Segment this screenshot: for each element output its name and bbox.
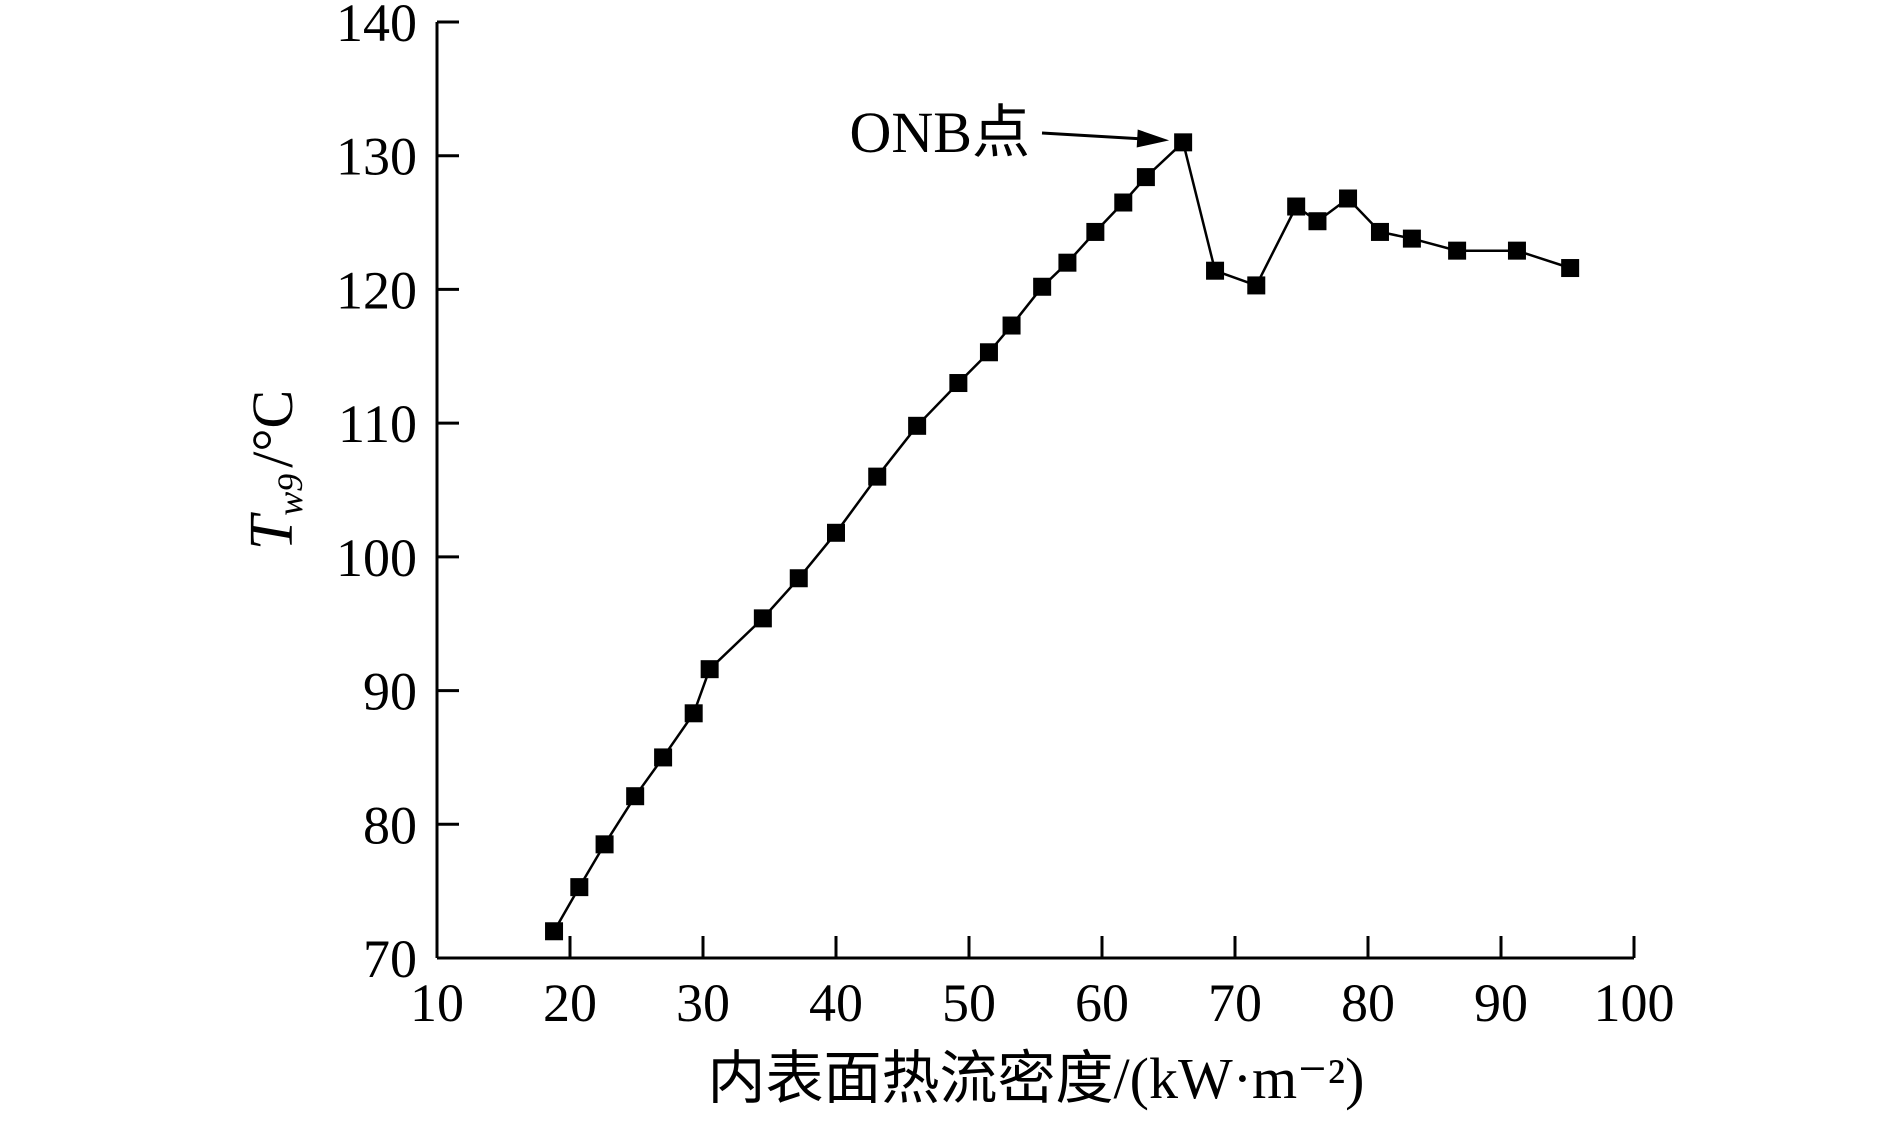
x-tick-label: 90 <box>1474 973 1528 1033</box>
data-point <box>700 660 719 679</box>
data-point <box>789 569 808 588</box>
data-point <box>1058 253 1077 272</box>
data-point <box>1247 276 1266 295</box>
x-tick-label: 60 <box>1075 973 1129 1033</box>
data-point <box>827 523 845 542</box>
data-point <box>1287 197 1306 216</box>
y-tick-label: 90 <box>363 662 417 722</box>
data-point <box>626 787 645 806</box>
x-tick-label: 70 <box>1208 973 1262 1033</box>
data-point <box>654 748 673 767</box>
data-point <box>570 878 589 897</box>
y-axis-label-subscript: w9 <box>270 474 310 516</box>
data-point <box>1136 168 1155 187</box>
x-tick-label: 80 <box>1341 973 1395 1033</box>
data-point <box>1448 241 1467 260</box>
data-point <box>1370 222 1389 241</box>
x-tick-label: 30 <box>676 973 730 1033</box>
x-tick-label: 40 <box>809 973 863 1033</box>
x-tick-label: 50 <box>942 973 996 1033</box>
data-point <box>1002 316 1021 335</box>
data-point <box>1507 241 1526 260</box>
data-point <box>908 416 927 435</box>
data-point <box>1174 133 1193 152</box>
onb-annotation-arrow <box>1041 131 1150 141</box>
y-tick-label: 100 <box>336 528 417 588</box>
x-ticks: 10 20 30 40 50 60 70 80 90 100 <box>410 936 1675 1033</box>
x-tick-label: 20 <box>543 973 597 1033</box>
x-tick-label: 10 <box>410 973 464 1033</box>
data-point <box>1114 193 1133 212</box>
x-axis-label: 内表面热流密度/(kW·m⁻²) <box>708 1046 1365 1111</box>
x-tick-label: 100 <box>1594 973 1675 1033</box>
data-point <box>753 609 772 628</box>
data-point <box>1033 277 1052 296</box>
annotation-layer: ONB点 <box>850 100 1170 165</box>
data-point <box>1308 212 1327 231</box>
y-tick-label: 110 <box>338 394 417 454</box>
y-axis-label-symbol: T <box>238 511 306 550</box>
onb-annotation-label: ONB点 <box>850 100 1030 165</box>
axes <box>435 22 1634 960</box>
onb-annotation-arrowhead <box>1136 129 1170 148</box>
data-point <box>1561 259 1580 278</box>
y-tick-label: 80 <box>363 795 417 855</box>
y-tick-label: 140 <box>336 0 417 53</box>
data-point <box>868 467 887 486</box>
y-tick-label: 130 <box>336 127 417 187</box>
data-point <box>949 374 968 393</box>
y-axis-label-unit: /°C <box>240 390 305 468</box>
data-point <box>595 835 614 854</box>
data-point <box>1402 229 1421 248</box>
data-point <box>1339 189 1358 208</box>
y-tick-label: 70 <box>363 929 417 989</box>
data-point <box>684 704 703 723</box>
data-point <box>1206 261 1225 280</box>
series-layer <box>545 133 1580 941</box>
data-point <box>1086 222 1105 241</box>
data-point <box>545 922 564 941</box>
y-tick-label: 120 <box>336 260 417 320</box>
data-point <box>979 343 998 362</box>
y-axis-label: Tw9 /°C <box>238 390 310 551</box>
y-ticks: 70 80 90 100 110 120 130 140 <box>336 0 459 989</box>
